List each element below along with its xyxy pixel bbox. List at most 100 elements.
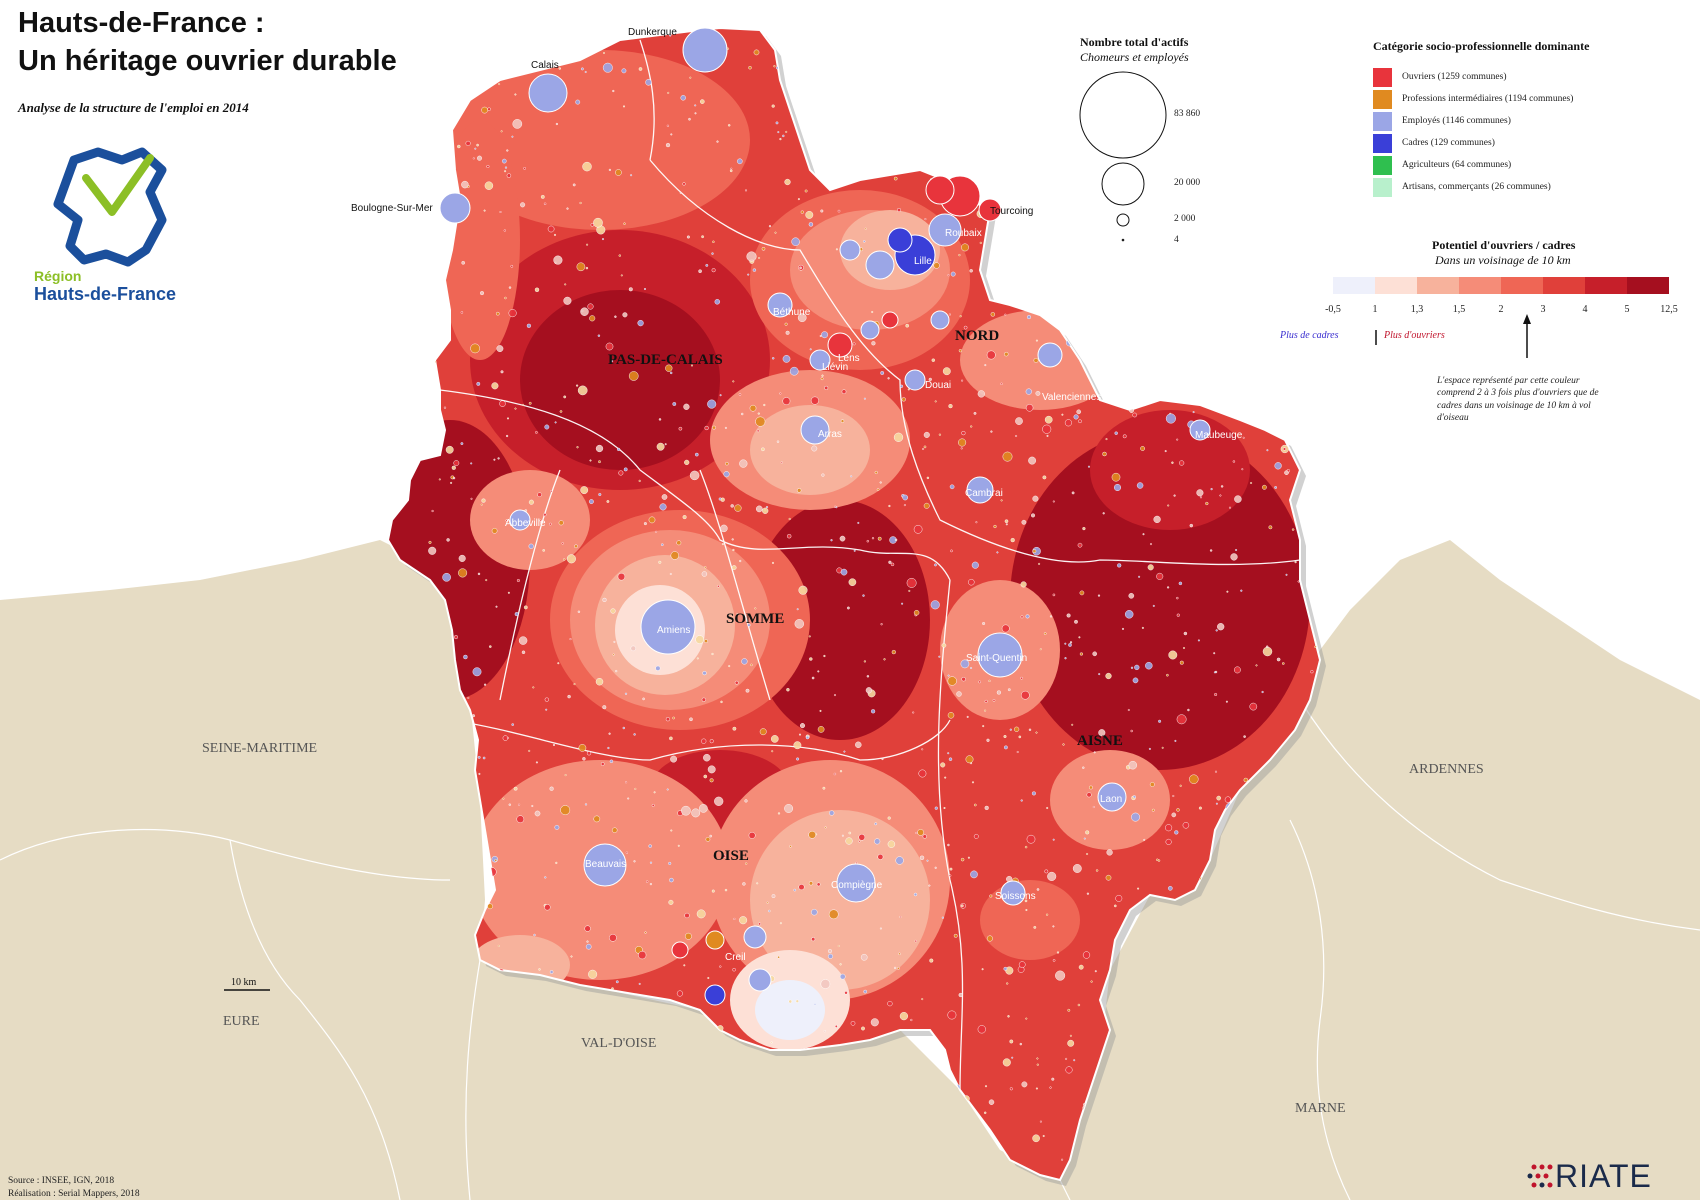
city-labels-inside: Roubaix Lille Béthune Lens Liévin Douai … (505, 228, 1243, 963)
commune-dot (918, 114, 921, 117)
commune-dot (808, 830, 817, 839)
commune-dot (709, 739, 714, 744)
commune-dot (880, 371, 885, 375)
commune-dot (822, 786, 826, 790)
commune-dot (865, 687, 873, 694)
city-bubble (800, 415, 830, 445)
category-swatch (1373, 177, 1392, 197)
commune-dot (961, 379, 964, 382)
commune-dot (601, 238, 605, 241)
commune-dot (1122, 434, 1127, 439)
commune-dot (863, 240, 866, 243)
commune-dot (978, 680, 982, 684)
commune-dot (1032, 1134, 1040, 1143)
dept-label-pas-de-calais: PAS-DE-CALAIS (608, 352, 723, 368)
commune-dot (586, 243, 589, 246)
commune-dot (949, 484, 955, 490)
commune-dot (1009, 728, 1012, 731)
commune-dot (666, 124, 670, 127)
commune-dot (716, 140, 719, 143)
commune-dot (446, 538, 450, 542)
commune-dot (798, 733, 802, 736)
commune-dot (577, 385, 588, 396)
commune-dot (1284, 361, 1295, 372)
commune-dot (1174, 739, 1177, 742)
commune-dot (934, 84, 942, 92)
commune-dot (453, 635, 459, 640)
commune-dot (1198, 806, 1202, 810)
commune-dot (894, 538, 898, 542)
commune-dot (523, 605, 528, 610)
commune-dot (1033, 357, 1039, 363)
commune-dot (968, 578, 975, 586)
city-bubble (887, 227, 913, 253)
commune-dot (508, 803, 512, 806)
commune-dot (837, 209, 841, 213)
commune-dot (625, 851, 629, 854)
commune-dot (1241, 468, 1244, 471)
commune-dot (796, 608, 799, 611)
commune-dot (992, 187, 996, 191)
commune-dot (1181, 248, 1188, 254)
commune-dot (547, 225, 555, 233)
commune-dot (660, 543, 664, 547)
commune-dot (548, 522, 552, 526)
commune-dot (504, 170, 507, 173)
note-arrow (1523, 314, 1531, 358)
commune-dot (549, 786, 554, 791)
commune-dot (442, 572, 451, 582)
commune-dot (1235, 96, 1238, 99)
city-bubble (1097, 782, 1127, 812)
commune-dot (734, 680, 739, 685)
commune-dot (1009, 1039, 1014, 1044)
commune-dot (701, 697, 706, 702)
commune-dot (554, 421, 557, 424)
commune-dot (982, 52, 987, 56)
commune-dot (1250, 481, 1253, 485)
commune-dot (1088, 785, 1093, 790)
commune-dot (429, 194, 432, 197)
commune-dot (714, 796, 724, 806)
city-label-soissons: Soissons (995, 891, 1036, 902)
commune-dot (600, 762, 605, 766)
potential-legend-subtitle: Dans un voisinage de 10 km (1435, 253, 1571, 267)
city-label-beauvais: Beauvais (585, 859, 626, 870)
commune-dot (948, 403, 953, 409)
commune-dot (476, 155, 483, 161)
commune-dot (820, 209, 824, 213)
commune-dot (722, 854, 727, 858)
city-label-lievin: Liévin (822, 362, 848, 373)
commune-dot (622, 105, 626, 108)
commune-dot (1026, 99, 1030, 103)
commune-dot (704, 425, 709, 431)
dept-label-oise: OISE (713, 848, 749, 864)
commune-dot (1055, 247, 1062, 255)
commune-dot (984, 805, 989, 811)
city-bubble (705, 930, 725, 950)
commune-dot (973, 833, 979, 839)
commune-dot (929, 83, 934, 88)
commune-dot (950, 271, 956, 277)
commune-dot (696, 909, 706, 919)
commune-dot (589, 459, 592, 462)
commune-dot (500, 370, 504, 374)
commune-dot (880, 623, 883, 626)
commune-dot (799, 266, 802, 270)
commune-dot (1255, 664, 1258, 667)
commune-dot (1077, 1003, 1081, 1007)
commune-dot (879, 927, 882, 930)
commune-dot (1052, 500, 1055, 503)
commune-dot (613, 640, 616, 643)
commune-dot (644, 931, 647, 934)
commune-dot (947, 1010, 957, 1020)
commune-dot (1177, 204, 1188, 215)
commune-dot (688, 117, 691, 121)
commune-dot (676, 540, 682, 546)
commune-dot (434, 123, 439, 128)
commune-dot (563, 558, 566, 561)
commune-dot (497, 944, 500, 947)
commune-dot (820, 377, 824, 381)
commune-dot (1032, 549, 1037, 554)
commune-dot (477, 755, 481, 759)
commune-dot (1044, 869, 1049, 874)
